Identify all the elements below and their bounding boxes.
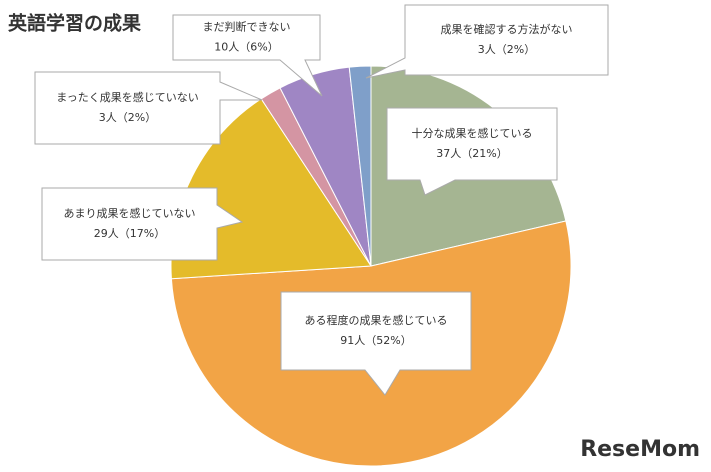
- callout-box: [172, 14, 323, 97]
- value-label: 91人（52%）: [340, 334, 411, 347]
- logo: ReseMom: [580, 437, 700, 462]
- value-label: 37人（21%）: [436, 147, 507, 160]
- value-label: 29人（17%）: [94, 227, 165, 240]
- value-label: 3人（2%）: [478, 43, 535, 56]
- chart-title: 英語学習の成果: [8, 12, 141, 35]
- category-label: 十分な成果を感じている: [412, 126, 533, 140]
- callout-box: [280, 291, 472, 396]
- category-label: ある程度の成果を感じている: [305, 313, 448, 327]
- value-label: 3人（2%）: [99, 111, 156, 124]
- callout-box: [41, 187, 244, 261]
- category-label: まったく成果を感じていない: [56, 91, 199, 104]
- category-label: あまり成果を感じていない: [64, 207, 196, 220]
- value-label: 10人（6%）: [214, 41, 278, 54]
- callout-box: [386, 107, 558, 196]
- callout-box: [34, 71, 263, 145]
- callout-box: [365, 4, 609, 79]
- pie-slice: [348, 65, 372, 267]
- category-label: 成果を確認する方法がない: [441, 22, 573, 36]
- category-label: まだ判断できない: [203, 20, 291, 34]
